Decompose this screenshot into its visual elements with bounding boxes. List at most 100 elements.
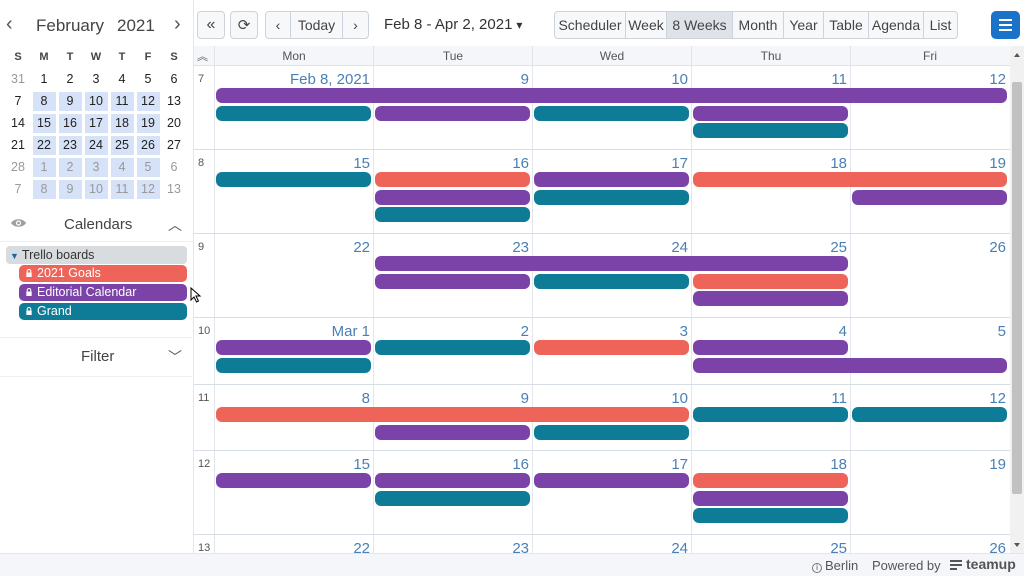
event-bar-grand[interactable]	[375, 491, 530, 506]
mini-day[interactable]: 27	[161, 135, 187, 155]
view-button[interactable]: Year	[784, 12, 824, 38]
view-button[interactable]: Week	[626, 12, 667, 38]
mini-day[interactable]: 3	[83, 157, 109, 177]
calendar-item[interactable]: Grand	[19, 303, 187, 320]
mini-day[interactable]: 5	[135, 69, 161, 89]
view-button[interactable]: Month	[733, 12, 784, 38]
day-number[interactable]: 10	[671, 390, 688, 407]
day-number[interactable]: 26	[989, 239, 1006, 256]
mini-day[interactable]: 10	[83, 91, 109, 111]
day-number[interactable]: 26	[989, 540, 1006, 553]
mini-day[interactable]: 7	[5, 91, 31, 111]
brand-name[interactable]: teamup	[966, 556, 1016, 572]
calendar-group-trello[interactable]: ▼ Trello boards	[6, 246, 187, 264]
mini-day[interactable]: 8	[31, 179, 57, 199]
mini-day[interactable]: 1	[31, 157, 57, 177]
collapse-sidebar-button[interactable]: «	[197, 11, 225, 39]
main-menu-button[interactable]	[991, 11, 1020, 39]
day-number[interactable]: 18	[830, 456, 847, 473]
day-number[interactable]: 9	[520, 71, 529, 88]
event-bar-grand[interactable]	[216, 172, 371, 187]
event-bar-editorial[interactable]	[216, 88, 1007, 103]
event-bar-grand[interactable]	[693, 407, 848, 422]
day-number[interactable]: Mar 1	[331, 323, 370, 340]
event-bar-editorial[interactable]	[534, 172, 689, 187]
mini-day[interactable]: 24	[83, 135, 109, 155]
mini-prev-month-icon[interactable]: ‹	[6, 13, 13, 35]
eye-icon[interactable]	[10, 217, 27, 229]
timezone-link[interactable]: i Berlin	[812, 558, 858, 573]
mini-day[interactable]: 13	[161, 91, 187, 111]
day-number[interactable]: 24	[671, 540, 688, 553]
mini-day[interactable]: 22	[31, 135, 57, 155]
mini-day[interactable]: 12	[135, 179, 161, 199]
filter-section-header[interactable]: Filter ﹀	[0, 337, 194, 377]
event-bar-editorial[interactable]	[375, 190, 530, 205]
view-button[interactable]: Scheduler	[555, 12, 626, 38]
mini-day[interactable]: 16	[57, 113, 83, 133]
event-bar-editorial[interactable]	[693, 340, 848, 355]
event-bar-editorial[interactable]	[375, 256, 848, 271]
event-bar-goals[interactable]	[375, 172, 530, 187]
day-number[interactable]: 24	[671, 239, 688, 256]
mini-day[interactable]: 17	[83, 113, 109, 133]
calendar-item[interactable]: Editorial Calendar	[19, 284, 187, 301]
event-bar-goals[interactable]	[693, 274, 848, 289]
event-bar-grand[interactable]	[534, 106, 689, 121]
day-number[interactable]: 22	[353, 239, 370, 256]
mini-day[interactable]: 8	[31, 91, 57, 111]
day-number[interactable]: 4	[838, 323, 847, 340]
prev-period-button[interactable]: ‹	[266, 12, 291, 38]
day-number[interactable]: 18	[830, 155, 847, 172]
event-bar-editorial[interactable]	[693, 106, 848, 121]
day-number[interactable]: 10	[671, 71, 688, 88]
mini-day[interactable]: 2	[57, 69, 83, 89]
view-button[interactable]: Table	[824, 12, 869, 38]
day-number[interactable]: 2	[520, 323, 529, 340]
mini-day[interactable]: 21	[5, 135, 31, 155]
mini-day[interactable]: 10	[83, 179, 109, 199]
mini-day[interactable]: 15	[31, 113, 57, 133]
mini-day[interactable]: 23	[57, 135, 83, 155]
chevron-down-icon[interactable]: ﹀	[168, 349, 182, 365]
mini-day[interactable]: 6	[161, 69, 187, 89]
today-button[interactable]: Today	[291, 12, 343, 38]
mini-day[interactable]: 7	[5, 179, 31, 199]
day-number[interactable]: 17	[671, 456, 688, 473]
mini-day[interactable]: 25	[109, 135, 135, 155]
mini-day[interactable]: 20	[161, 113, 187, 133]
date-range-picker[interactable]: Feb 8 - Apr 2, 2021 ▾	[384, 16, 522, 33]
event-bar-editorial[interactable]	[693, 491, 848, 506]
mini-day[interactable]: 11	[109, 91, 135, 111]
mini-day[interactable]: 31	[5, 69, 31, 89]
day-number[interactable]: 22	[353, 540, 370, 553]
day-number[interactable]: 12	[989, 390, 1006, 407]
event-bar-editorial[interactable]	[375, 274, 530, 289]
event-bar-editorial[interactable]	[693, 291, 848, 306]
mini-day[interactable]: 14	[5, 113, 31, 133]
event-bar-grand[interactable]	[534, 190, 689, 205]
refresh-button[interactable]: ⟳	[230, 11, 258, 39]
event-bar-grand[interactable]	[534, 425, 689, 440]
day-number[interactable]: 23	[512, 540, 529, 553]
vertical-scrollbar[interactable]	[1010, 46, 1024, 553]
scroll-up-icon[interactable]	[1014, 53, 1020, 57]
day-number[interactable]: 25	[830, 239, 847, 256]
day-number[interactable]: 9	[520, 390, 529, 407]
mini-day[interactable]: 26	[135, 135, 161, 155]
event-bar-editorial[interactable]	[852, 190, 1007, 205]
scroll-down-icon[interactable]	[1014, 543, 1020, 547]
mini-day[interactable]: 4	[109, 69, 135, 89]
mini-day[interactable]: 9	[57, 179, 83, 199]
mini-day[interactable]: 28	[5, 157, 31, 177]
view-button[interactable]: 8 Weeks	[667, 12, 733, 38]
event-bar-grand[interactable]	[693, 123, 848, 138]
event-bar-goals[interactable]	[693, 473, 848, 488]
event-bar-grand[interactable]	[534, 274, 689, 289]
view-button[interactable]: Agenda	[869, 12, 924, 38]
event-bar-grand[interactable]	[375, 207, 530, 222]
day-number[interactable]: 25	[830, 540, 847, 553]
mini-next-month-icon[interactable]: ›	[174, 13, 181, 35]
event-bar-editorial[interactable]	[216, 473, 371, 488]
mini-day[interactable]: 2	[57, 157, 83, 177]
